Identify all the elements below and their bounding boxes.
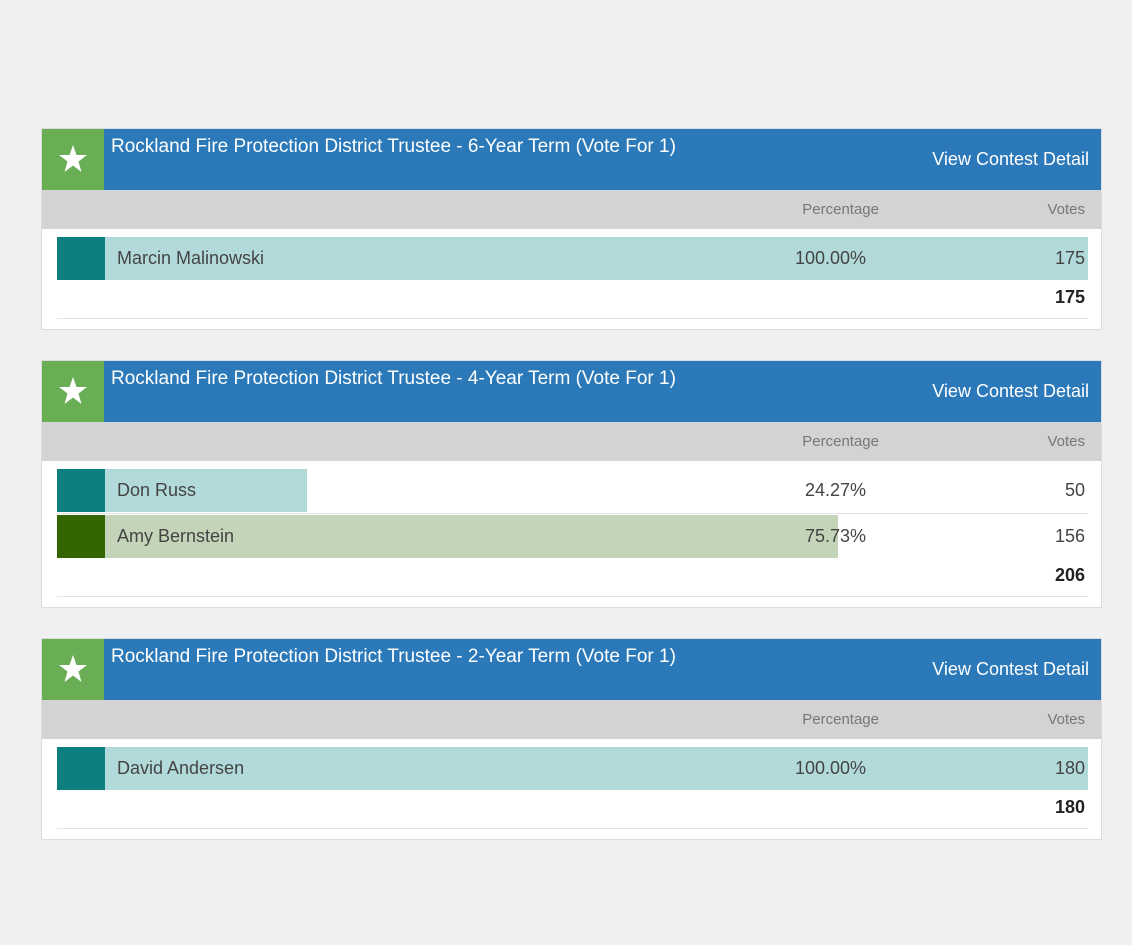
candidate-color [57,515,105,558]
candidate-name: David Andersen [117,758,245,778]
contest-card: Rockland Fire Protection District Truste… [41,360,1102,608]
candidate-percentage: 100.00% [794,758,866,778]
total-votes: 175 [1054,287,1085,307]
candidate-votes: 175 [1054,248,1085,268]
view-contest-detail[interactable]: View Contest Detail [932,659,1089,679]
row-separator [57,513,1088,514]
contest-header [42,129,1101,190]
candidate-percentage: 75.73% [804,526,866,546]
candidate-votes: 156 [1054,526,1085,546]
candidate-name: Don Russ [117,480,197,500]
contest-card: Rockland Fire Protection District Truste… [41,638,1102,840]
candidate-percentage: 24.27% [804,480,866,500]
candidate-name: Amy Bernstein [117,526,235,546]
contest-list: Rockland Fire Protection District Truste… [41,128,1102,870]
candidate-color [57,469,105,512]
contest-card: Rockland Fire Protection District Truste… [41,128,1102,330]
star-icon [59,655,87,682]
contest-header [42,639,1101,700]
votes-header: Votes [1047,433,1085,450]
total-separator [57,318,1088,319]
percentage-header: Percentage [802,711,879,728]
candidate-name: Marcin Malinowski [117,248,265,268]
contest-header [42,361,1101,422]
star-icon [59,377,87,404]
column-header-bar [42,190,1101,229]
candidate-color [57,747,105,790]
candidate-votes: 180 [1054,758,1085,778]
star-icon [59,145,87,172]
votes-header: Votes [1047,711,1085,728]
votes-header: Votes [1047,201,1085,218]
result-bar [57,237,1088,280]
view-contest-detail[interactable]: View Contest Detail [932,149,1089,169]
result-bar [57,747,1088,790]
column-header-bar [42,700,1101,739]
total-separator [57,596,1088,597]
candidate-percentage: 100.00% [794,248,866,268]
star-button[interactable] [42,361,104,422]
candidate-votes: 50 [1064,480,1085,500]
result-bar [57,515,838,558]
view-contest-detail[interactable]: View Contest Detail [932,381,1089,401]
star-button[interactable] [42,129,104,190]
candidate-color [57,237,105,280]
total-separator [57,828,1088,829]
contest-title: Rockland Fire Protection District Truste… [111,136,676,157]
contest-title: Rockland Fire Protection District Truste… [111,368,676,389]
column-header-bar [42,422,1101,461]
percentage-header: Percentage [802,433,879,450]
contest-title: Rockland Fire Protection District Truste… [111,646,676,667]
total-votes: 206 [1054,565,1085,585]
total-votes: 180 [1054,797,1085,817]
star-button[interactable] [42,639,104,700]
percentage-header: Percentage [802,201,879,218]
